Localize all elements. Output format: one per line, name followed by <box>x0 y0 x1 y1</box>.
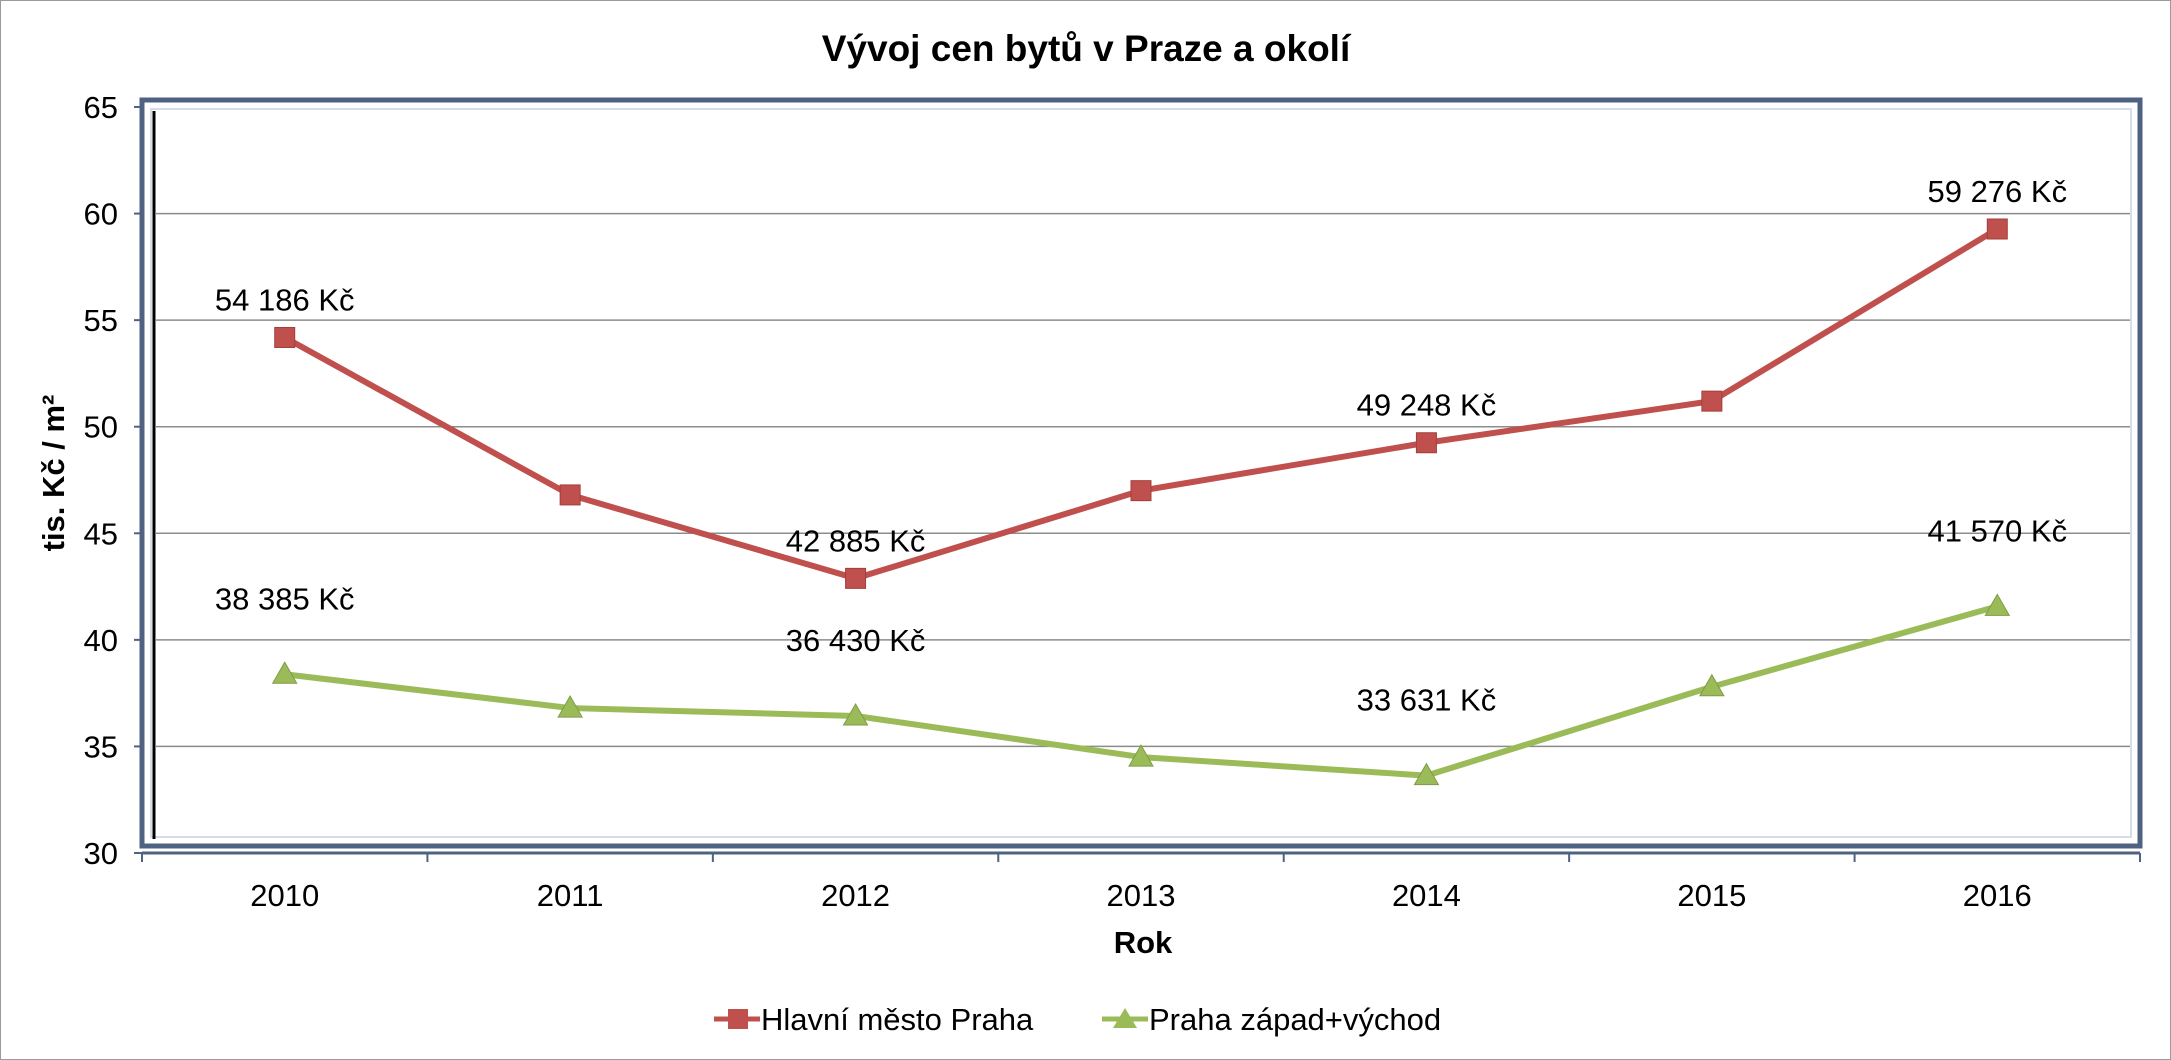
data-point-square <box>845 567 867 589</box>
x-tick-label: 2014 <box>1392 878 1461 913</box>
data-point-square <box>1986 218 2008 240</box>
data-point-triangle <box>1413 762 1440 786</box>
legend-label-praha: Hlavní město Praha <box>761 1002 1034 1037</box>
y-axis-title: tis. Kč / m² <box>36 395 71 552</box>
data-point-triangle <box>1984 593 2011 616</box>
data-point-square <box>559 484 581 506</box>
data-label: 59 276 Kč <box>1927 174 2067 209</box>
x-tick-label: 2013 <box>1107 878 1176 913</box>
data-label: 33 631 Kč <box>1357 683 1497 718</box>
data-point-triangle <box>842 702 869 726</box>
data-point-triangle <box>271 661 298 684</box>
legend-square-marker-icon <box>728 1009 748 1029</box>
x-tick-labels: 2010 2011 2012 2013 2014 2015 2016 <box>250 878 2032 913</box>
y-tick-label: 30 <box>84 836 118 871</box>
data-label: 38 385 Kč <box>215 581 355 616</box>
legend-triangle-marker-icon <box>1113 1008 1137 1028</box>
data-point-triangle <box>557 695 584 718</box>
x-tick-label: 2012 <box>821 878 890 913</box>
legend: Hlavní město Praha Praha západ+východ <box>714 1002 1441 1037</box>
data-point-triangle <box>1698 673 1725 697</box>
x-tick-label: 2016 <box>1963 878 2032 913</box>
x-tick-label: 2010 <box>250 878 319 913</box>
axes <box>134 106 2141 862</box>
data-labels: 54 186 Kč 42 885 Kč 49 248 Kč 59 276 Kč 38 3… <box>215 174 2067 718</box>
plot-area-inner <box>150 108 2132 838</box>
data-label: 54 186 Kč <box>215 282 355 317</box>
y-tick-label: 60 <box>84 197 118 232</box>
y-tick-label: 45 <box>84 516 118 551</box>
y-tick-labels: 30 35 40 45 50 55 60 65 <box>84 90 118 871</box>
y-tick-label: 40 <box>84 623 118 658</box>
y-tick-label: 50 <box>84 410 118 445</box>
data-label: 49 248 Kč <box>1357 388 1497 423</box>
data-label: 41 570 Kč <box>1927 513 2067 548</box>
x-tick-label: 2011 <box>537 878 604 913</box>
x-axis-title: Rok <box>1114 925 1173 960</box>
x-tick-label: 2015 <box>1677 878 1746 913</box>
chart-title: Vývoj cen bytů v Praze a okolí <box>822 28 1352 69</box>
data-point-square <box>1130 480 1152 502</box>
data-point-square <box>1701 390 1723 412</box>
data-label: 36 430 Kč <box>786 623 926 658</box>
y-tick-label: 65 <box>84 90 118 125</box>
legend-label-praha-zapad-vychod: Praha západ+východ <box>1149 1002 1441 1037</box>
series-markers <box>271 218 2011 786</box>
gridlines <box>156 212 2130 748</box>
data-point-square <box>1415 432 1437 454</box>
data-point-triangle <box>1128 744 1154 767</box>
y-tick-label: 35 <box>84 729 118 764</box>
legend-item-praha-zapad-vychod[interactable]: Praha západ+východ <box>1102 1002 1441 1037</box>
y-tick-label: 55 <box>84 303 118 338</box>
data-point-square <box>274 326 296 348</box>
data-label: 42 885 Kč <box>786 523 926 558</box>
legend-item-praha[interactable]: Hlavní město Praha <box>714 1002 1034 1037</box>
